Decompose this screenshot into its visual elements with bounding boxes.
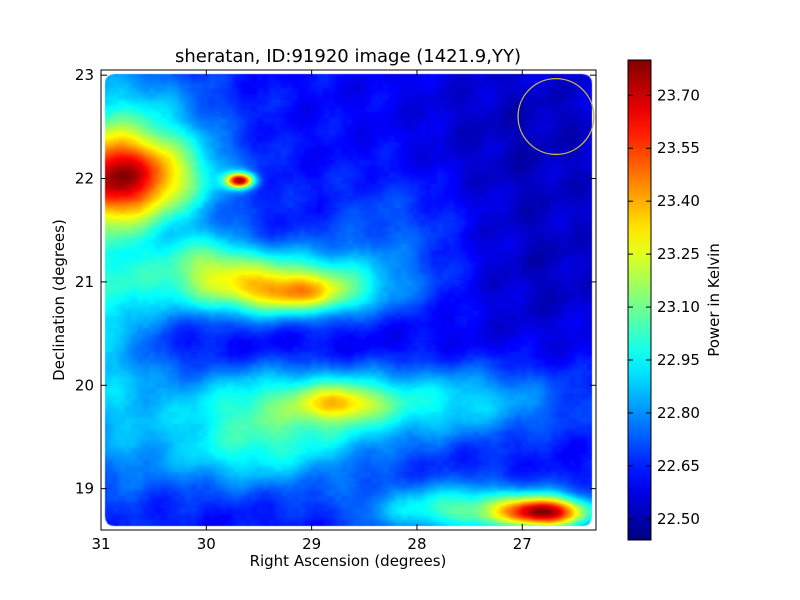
y-tick-label: 23	[75, 66, 94, 84]
colorbar-tick-label: 23.70	[657, 86, 700, 104]
y-axis: 19 20 21 22 23	[75, 66, 596, 498]
x-tick-label: 27	[513, 535, 532, 553]
x-axis-label: Right Ascension (degrees)	[250, 552, 447, 570]
colorbar-tick-label: 23.40	[657, 192, 700, 210]
beam-circle	[517, 77, 595, 156]
x-tick-label: 29	[302, 535, 321, 553]
y-tick-label: 21	[75, 273, 94, 291]
colorbar: 22.50 22.65 22.80 22.95 23.10 23.25 23.40 23.55…	[627, 59, 700, 541]
y-tick-label: 22	[75, 170, 94, 188]
colorbar-tick-label: 23.55	[657, 139, 700, 157]
heatmap-layer	[101, 70, 596, 530]
colorbar-tick-label: 22.80	[657, 404, 700, 422]
colorbar-label: Power in Kelvin	[705, 243, 723, 357]
colorbar-tick-label: 22.50	[657, 510, 700, 528]
y-tick-label: 20	[75, 376, 94, 394]
y-tick-label: 19	[75, 480, 94, 498]
x-axis: 31 30 29 28 27	[91, 70, 532, 553]
x-tick-label: 31	[91, 535, 110, 553]
plot-border	[100, 69, 597, 531]
colorbar-tick-label: 23.10	[657, 298, 700, 316]
colorbar-gradient	[627, 59, 652, 541]
chart-title: sheratan, ID:91920 image (1421.9,YY)	[175, 46, 521, 67]
x-tick-label: 30	[197, 535, 216, 553]
colorbar-tick-label: 22.65	[657, 457, 700, 475]
x-tick-label: 28	[407, 535, 426, 553]
plot-frame	[100, 69, 597, 531]
colorbar-tick-label: 23.25	[657, 245, 700, 263]
heatmap-image	[101, 70, 596, 530]
colorbar-tick-label: 22.95	[657, 351, 700, 369]
y-axis-label: Declination (degrees)	[50, 219, 68, 381]
